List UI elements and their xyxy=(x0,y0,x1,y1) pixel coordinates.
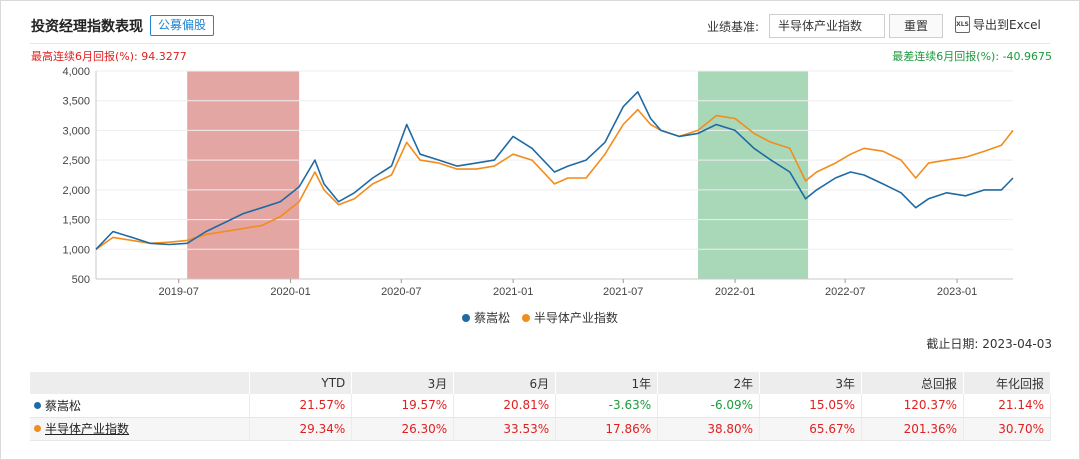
export-label: 导出到Excel xyxy=(973,18,1041,32)
as-of-date: 截止日期: 2023-04-03 xyxy=(926,337,1052,351)
header-3y: 3年 xyxy=(759,372,863,394)
cell-value: 38.80% xyxy=(657,417,761,441)
y-tick-label: 4,000 xyxy=(62,66,90,78)
cell-value: 65.67% xyxy=(759,417,863,441)
y-tick-label: 1,000 xyxy=(62,244,90,256)
cell-value: 17.86% xyxy=(555,417,659,441)
x-tick-label: 2022-01 xyxy=(715,286,755,298)
cell-value: 33.53% xyxy=(453,417,557,441)
legend-index-marker xyxy=(521,313,530,322)
cell-value: 21.57% xyxy=(249,394,353,418)
category-tag: 公募偏股 xyxy=(150,15,215,36)
x-tick-label: 2021-01 xyxy=(493,286,533,298)
min-6m-return: 最差连续6月回报(%): -40.9675 xyxy=(892,50,1052,63)
legend-index-label: 半导体产业指数 xyxy=(533,311,618,325)
header-2y: 2年 xyxy=(657,372,761,394)
fund-line xyxy=(95,90,1014,250)
table-header-row: YTD 3月 6月 1年 2年 3年 总回报 年化回报 xyxy=(30,372,1052,394)
x-tick-label: 2021-07 xyxy=(603,286,643,298)
table-row: 蔡嵩松 21.57% 19.57% 20.81% -3.63% -6.09% 1… xyxy=(30,394,1052,418)
legend-fund-label: 蔡嵩松 xyxy=(474,311,511,325)
header-divider xyxy=(30,43,1050,44)
best-period-band xyxy=(187,71,300,279)
panel-header: 投资经理指数表现 公募偏股 业绩基准: 半导体产业指数 重置 XLS 导出到Ex… xyxy=(0,0,1080,40)
excel-file-icon: XLS xyxy=(955,16,970,33)
x-tick-label: 2020-01 xyxy=(270,286,310,298)
y-tick-label: 2,000 xyxy=(62,185,90,197)
x-tick-label: 2020-07 xyxy=(381,286,421,298)
header-total: 总回报 xyxy=(861,372,964,394)
legend-fund-marker xyxy=(462,313,471,322)
table-row: 半导体产业指数 29.34% 26.30% 33.53% 17.86% 38.8… xyxy=(30,417,1052,441)
cell-value: -3.63% xyxy=(555,394,659,418)
header-name xyxy=(30,372,251,394)
y-tick-label: 3,000 xyxy=(62,125,90,137)
page-title: 投资经理指数表现 xyxy=(31,19,143,35)
row-name-index: 半导体产业指数 xyxy=(30,417,251,441)
cell-value: -6.09% xyxy=(657,394,761,418)
performance-chart: 4,000 3,500 3,000 2,500 2,000 1,500 1,000 500 20… xyxy=(62,66,1014,298)
reset-button[interactable]: 重置 xyxy=(889,14,943,38)
cell-value: 120.37% xyxy=(861,394,964,418)
legend-item-fund[interactable]: 蔡嵩松 xyxy=(462,309,510,326)
cell-value: 20.81% xyxy=(453,394,557,418)
cell-value: 15.05% xyxy=(759,394,863,418)
performance-table: YTD 3月 6月 1年 2年 3年 总回报 年化回报 蔡嵩松 21.57% 1… xyxy=(30,372,1052,441)
cell-value: 29.34% xyxy=(249,417,353,441)
max-6m-return: 最高连续6月回报(%): 94.3277 xyxy=(31,50,187,63)
row-label: 半导体产业指数 xyxy=(45,422,130,436)
y-tick-label: 2,500 xyxy=(62,155,90,167)
cell-value: 201.36% xyxy=(861,417,964,441)
legend-item-index[interactable]: 半导体产业指数 xyxy=(521,309,618,326)
x-tick-label: 2022-07 xyxy=(825,286,865,298)
cell-value: 26.30% xyxy=(351,417,455,441)
export-excel-button[interactable]: XLS 导出到Excel xyxy=(955,16,1041,33)
y-tick-label: 3,500 xyxy=(62,96,90,108)
chart-legend: 蔡嵩松 半导体产业指数 xyxy=(0,309,1080,326)
index-marker-icon xyxy=(34,425,41,432)
cell-value: 19.57% xyxy=(351,394,455,418)
worst-period-band xyxy=(698,71,809,279)
x-tick-label: 2019-07 xyxy=(159,286,199,298)
row-label: 蔡嵩松 xyxy=(45,398,82,413)
index-line xyxy=(95,108,1014,250)
fund-marker-icon xyxy=(34,401,41,409)
y-tick-label: 1,500 xyxy=(62,215,90,227)
header-annualized: 年化回报 xyxy=(963,372,1052,394)
benchmark-select[interactable]: 半导体产业指数 xyxy=(769,14,885,38)
cell-value: 21.14% xyxy=(963,394,1052,418)
y-tick-label: 500 xyxy=(72,274,90,286)
header-6m: 6月 xyxy=(453,372,557,394)
header-1y: 1年 xyxy=(555,372,659,394)
x-tick-label: 2023-01 xyxy=(937,286,977,298)
benchmark-label: 业绩基准: xyxy=(707,20,760,34)
row-name-fund: 蔡嵩松 xyxy=(30,394,251,418)
header-ytd: YTD xyxy=(249,372,353,394)
header-3m: 3月 xyxy=(351,372,455,394)
cell-value: 30.70% xyxy=(963,417,1052,441)
